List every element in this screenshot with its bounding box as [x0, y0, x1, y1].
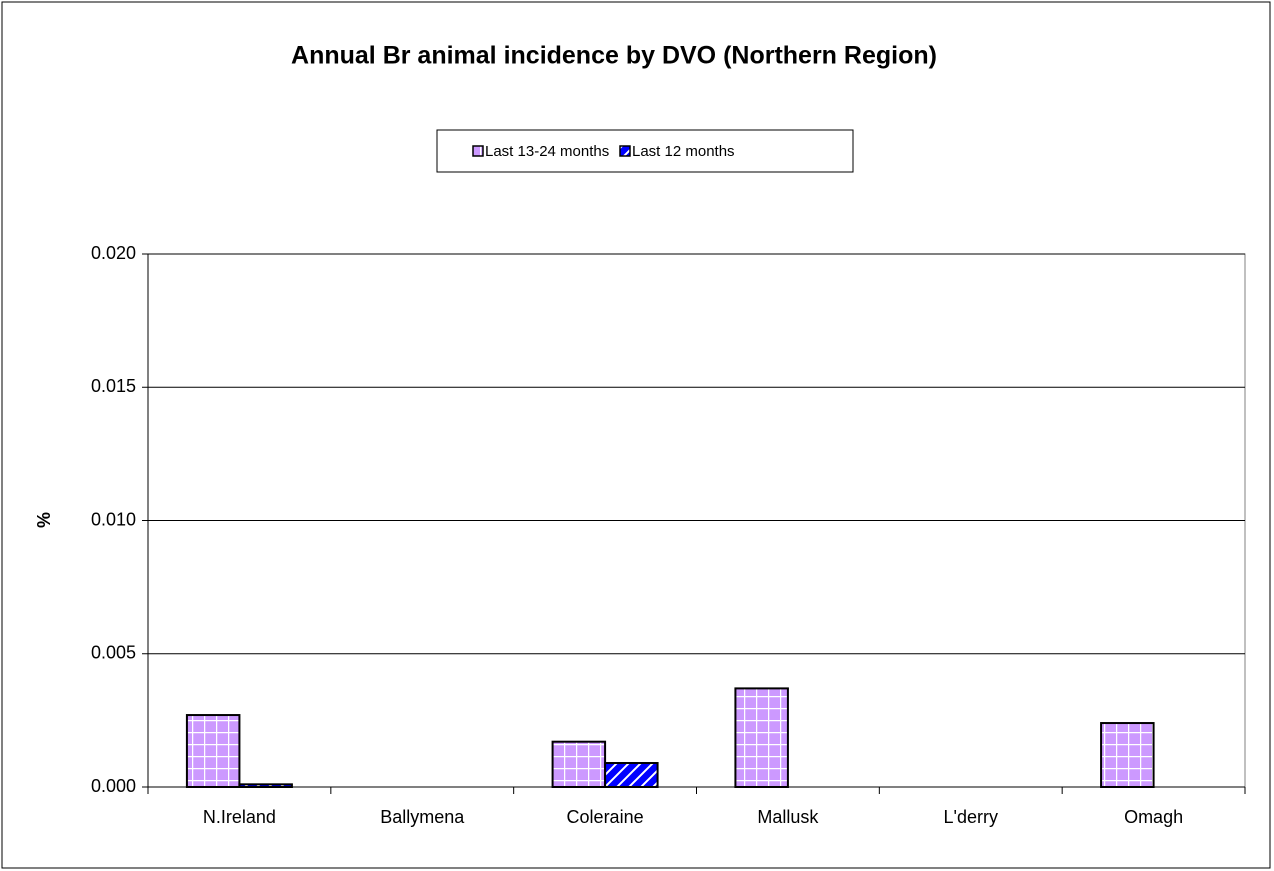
legend-box: [436, 129, 854, 173]
bar: [604, 762, 659, 789]
x-tick-label: N.Ireland: [203, 807, 276, 827]
y-tick-label: 0.000: [91, 776, 136, 796]
legend-swatch: [472, 145, 484, 157]
y-tick-label: 0.005: [91, 643, 136, 663]
x-tick-label: Omagh: [1124, 807, 1183, 827]
bar: [238, 783, 293, 789]
y-tick-label: 0.015: [91, 376, 136, 396]
x-tick-label: L'derry: [944, 807, 998, 827]
x-tick-label: Mallusk: [757, 807, 819, 827]
legend-swatch: [619, 145, 631, 157]
bar: [551, 740, 607, 789]
bar: [1100, 722, 1155, 788]
x-tick-label: Coleraine: [567, 807, 644, 827]
y-tick-label: 0.020: [91, 243, 136, 263]
bar: [185, 714, 241, 788]
legend-label: Last 12 months: [632, 143, 735, 160]
y-tick-label: 0.010: [91, 509, 136, 529]
bar: [734, 687, 789, 789]
chart-title: Annual Br animal incidence by DVO (North…: [291, 42, 937, 70]
y-axis-label: %: [34, 512, 54, 528]
legend-label: Last 13-24 months: [485, 143, 609, 160]
x-tick-label: Ballymena: [380, 807, 465, 827]
